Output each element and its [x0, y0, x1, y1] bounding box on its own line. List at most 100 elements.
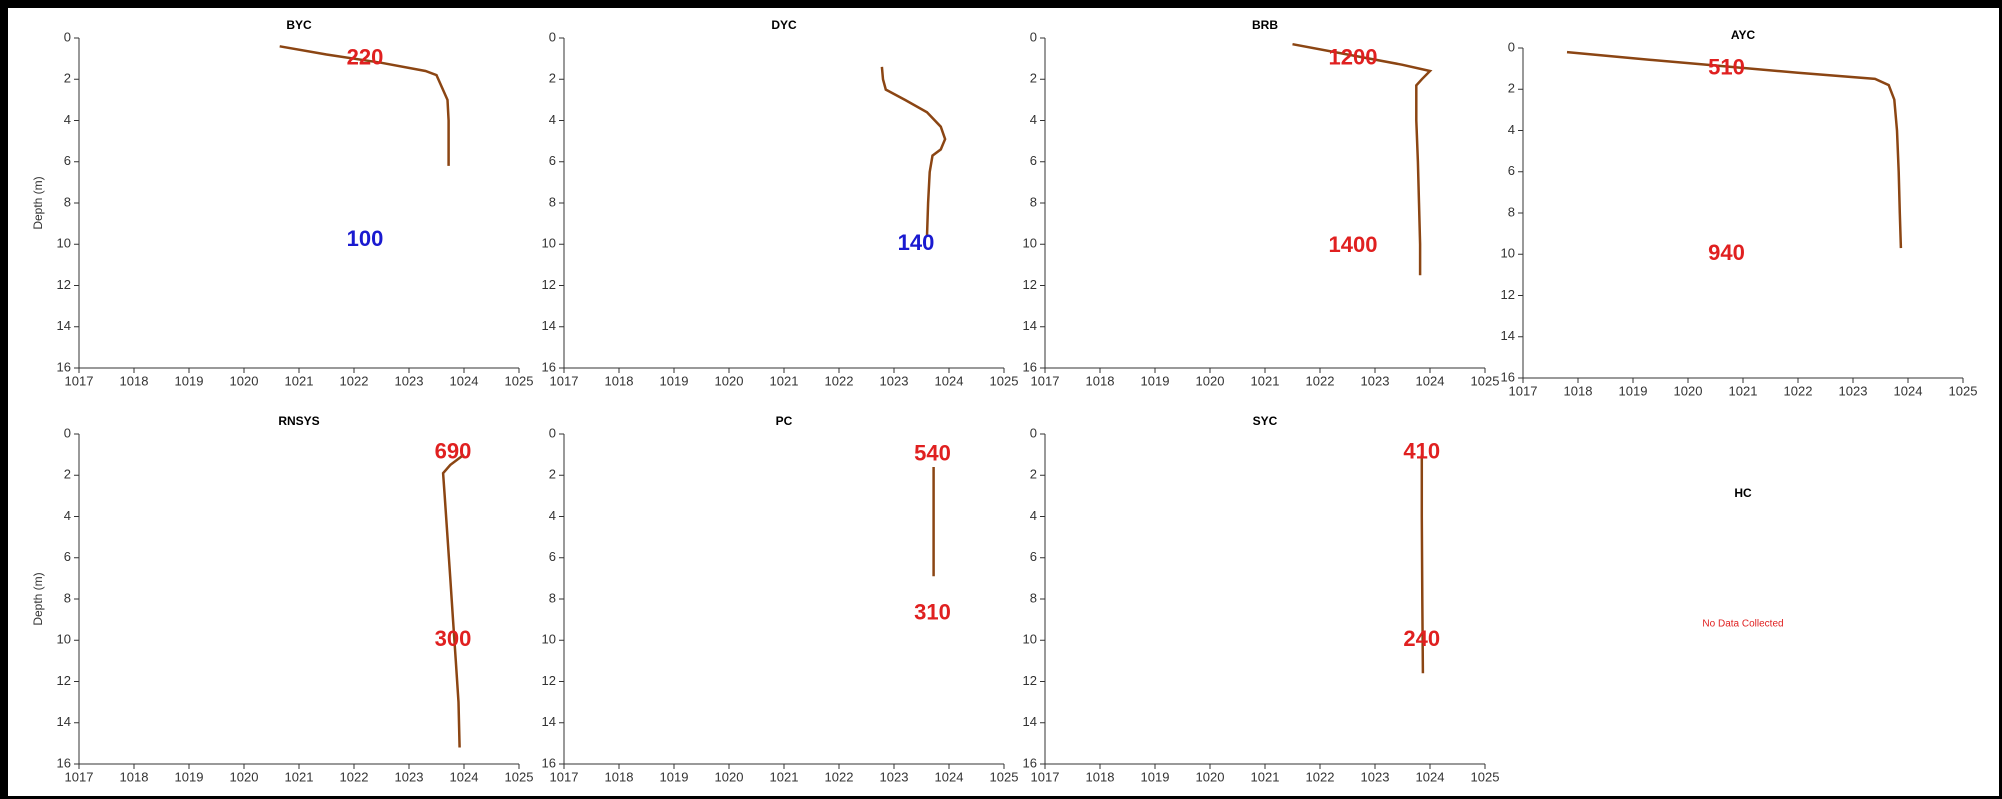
x-tick-label: 1023 [880, 769, 909, 784]
y-tick-label: 0 [64, 29, 71, 44]
annotation: 220 [347, 44, 384, 69]
annotation: 310 [914, 599, 951, 624]
x-tick-label: 1021 [1729, 383, 1758, 398]
x-tick-label: 1020 [1674, 383, 1703, 398]
x-tick-label: 1024 [450, 769, 479, 784]
annotation: 140 [898, 230, 935, 255]
y-tick-label: 10 [542, 632, 556, 647]
x-tick-label: 1024 [935, 373, 964, 388]
y-tick-label: 6 [1030, 153, 1037, 168]
y-tick-label: 14 [57, 714, 71, 729]
x-tick-label: 1018 [1086, 373, 1115, 388]
x-tick-label: 1017 [1031, 373, 1060, 388]
y-tick-label: 2 [1030, 467, 1037, 482]
y-tick-label: 6 [64, 549, 71, 564]
annotation: 300 [435, 626, 472, 651]
y-tick-label: 2 [64, 467, 71, 482]
y-tick-label: 12 [1023, 673, 1037, 688]
x-tick-label: 1021 [770, 769, 799, 784]
x-tick-label: 1020 [230, 769, 259, 784]
y-tick-label: 12 [1023, 277, 1037, 292]
x-tick-label: 1022 [340, 373, 369, 388]
no-data-note: No Data Collected [1702, 619, 1783, 630]
x-tick-label: 1023 [1361, 769, 1390, 784]
x-tick-label: 1024 [1416, 373, 1445, 388]
y-tick-label: 16 [57, 755, 71, 770]
annotation: 100 [347, 226, 384, 251]
x-tick-label: 1023 [395, 769, 424, 784]
x-tick-label: 1017 [1509, 383, 1538, 398]
x-tick-label: 1019 [175, 769, 204, 784]
y-tick-label: 16 [542, 359, 556, 374]
density-line [1566, 50, 1903, 249]
x-tick-label: 1022 [1784, 383, 1813, 398]
y-tick-label: 2 [64, 71, 71, 86]
x-tick-label: 1019 [1141, 373, 1170, 388]
y-tick-label: 14 [57, 318, 71, 333]
x-tick-label: 1023 [1361, 373, 1390, 388]
y-tick-label: 2 [1508, 81, 1515, 96]
y-tick-label: 4 [1030, 508, 1037, 523]
y-axis-label: Depth (m) [31, 572, 45, 625]
x-tick-label: 1025 [1471, 769, 1500, 784]
chart-title: BRB [1252, 18, 1278, 32]
x-tick-label: 1022 [1306, 769, 1335, 784]
x-tick-label: 1024 [450, 373, 479, 388]
x-tick-label: 1025 [505, 373, 534, 388]
y-tick-label: 14 [1023, 714, 1037, 729]
y-tick-label: 4 [64, 508, 71, 523]
x-tick-label: 1017 [65, 373, 94, 388]
x-tick-label: 1024 [1894, 383, 1923, 398]
y-tick-label: 12 [542, 277, 556, 292]
chart-title: AYC [1731, 28, 1756, 42]
x-tick-label: 1025 [990, 769, 1019, 784]
x-tick-label: 1018 [120, 769, 149, 784]
x-tick-label: 1018 [1564, 383, 1593, 398]
x-tick-label: 1018 [605, 373, 634, 388]
y-tick-label: 12 [57, 277, 71, 292]
chart-title: HC [1734, 486, 1752, 500]
y-tick-label: 6 [549, 153, 556, 168]
x-tick-label: 1019 [1619, 383, 1648, 398]
x-tick-label: 1025 [1471, 373, 1500, 388]
y-tick-label: 2 [549, 71, 556, 86]
y-tick-label: 0 [64, 425, 71, 440]
y-tick-label: 0 [1030, 425, 1037, 440]
y-tick-label: 6 [64, 153, 71, 168]
chart-title: RNSYS [278, 414, 319, 428]
y-tick-label: 10 [1501, 246, 1515, 261]
y-tick-label: 16 [57, 359, 71, 374]
y-tick-label: 8 [549, 194, 556, 209]
y-tick-label: 10 [1023, 632, 1037, 647]
y-tick-label: 14 [542, 318, 556, 333]
density-line [1292, 42, 1433, 276]
x-tick-label: 1022 [825, 373, 854, 388]
x-tick-label: 1019 [1141, 769, 1170, 784]
y-tick-label: 2 [1030, 71, 1037, 86]
annotation: 940 [1708, 240, 1745, 265]
annotation: 1400 [1329, 232, 1378, 257]
x-tick-label: 1023 [1839, 383, 1868, 398]
x-tick-label: 1020 [715, 769, 744, 784]
y-tick-label: 2 [549, 467, 556, 482]
x-tick-label: 1022 [1306, 373, 1335, 388]
x-tick-label: 1017 [1031, 769, 1060, 784]
y-tick-label: 6 [549, 549, 556, 564]
y-tick-label: 6 [1030, 549, 1037, 564]
x-tick-label: 1021 [285, 769, 314, 784]
y-tick-label: 0 [549, 29, 556, 44]
x-tick-label: 1020 [1196, 769, 1225, 784]
y-tick-label: 16 [1023, 755, 1037, 770]
y-tick-label: 4 [549, 112, 556, 127]
x-tick-label: 1025 [505, 769, 534, 784]
y-tick-label: 4 [1508, 122, 1515, 137]
annotation: 690 [435, 438, 472, 463]
x-tick-label: 1022 [340, 769, 369, 784]
x-tick-label: 1021 [1251, 373, 1280, 388]
x-tick-label: 1020 [715, 373, 744, 388]
annotation: 510 [1708, 54, 1745, 79]
chart-title: BYC [286, 18, 312, 32]
x-tick-label: 1024 [935, 769, 964, 784]
